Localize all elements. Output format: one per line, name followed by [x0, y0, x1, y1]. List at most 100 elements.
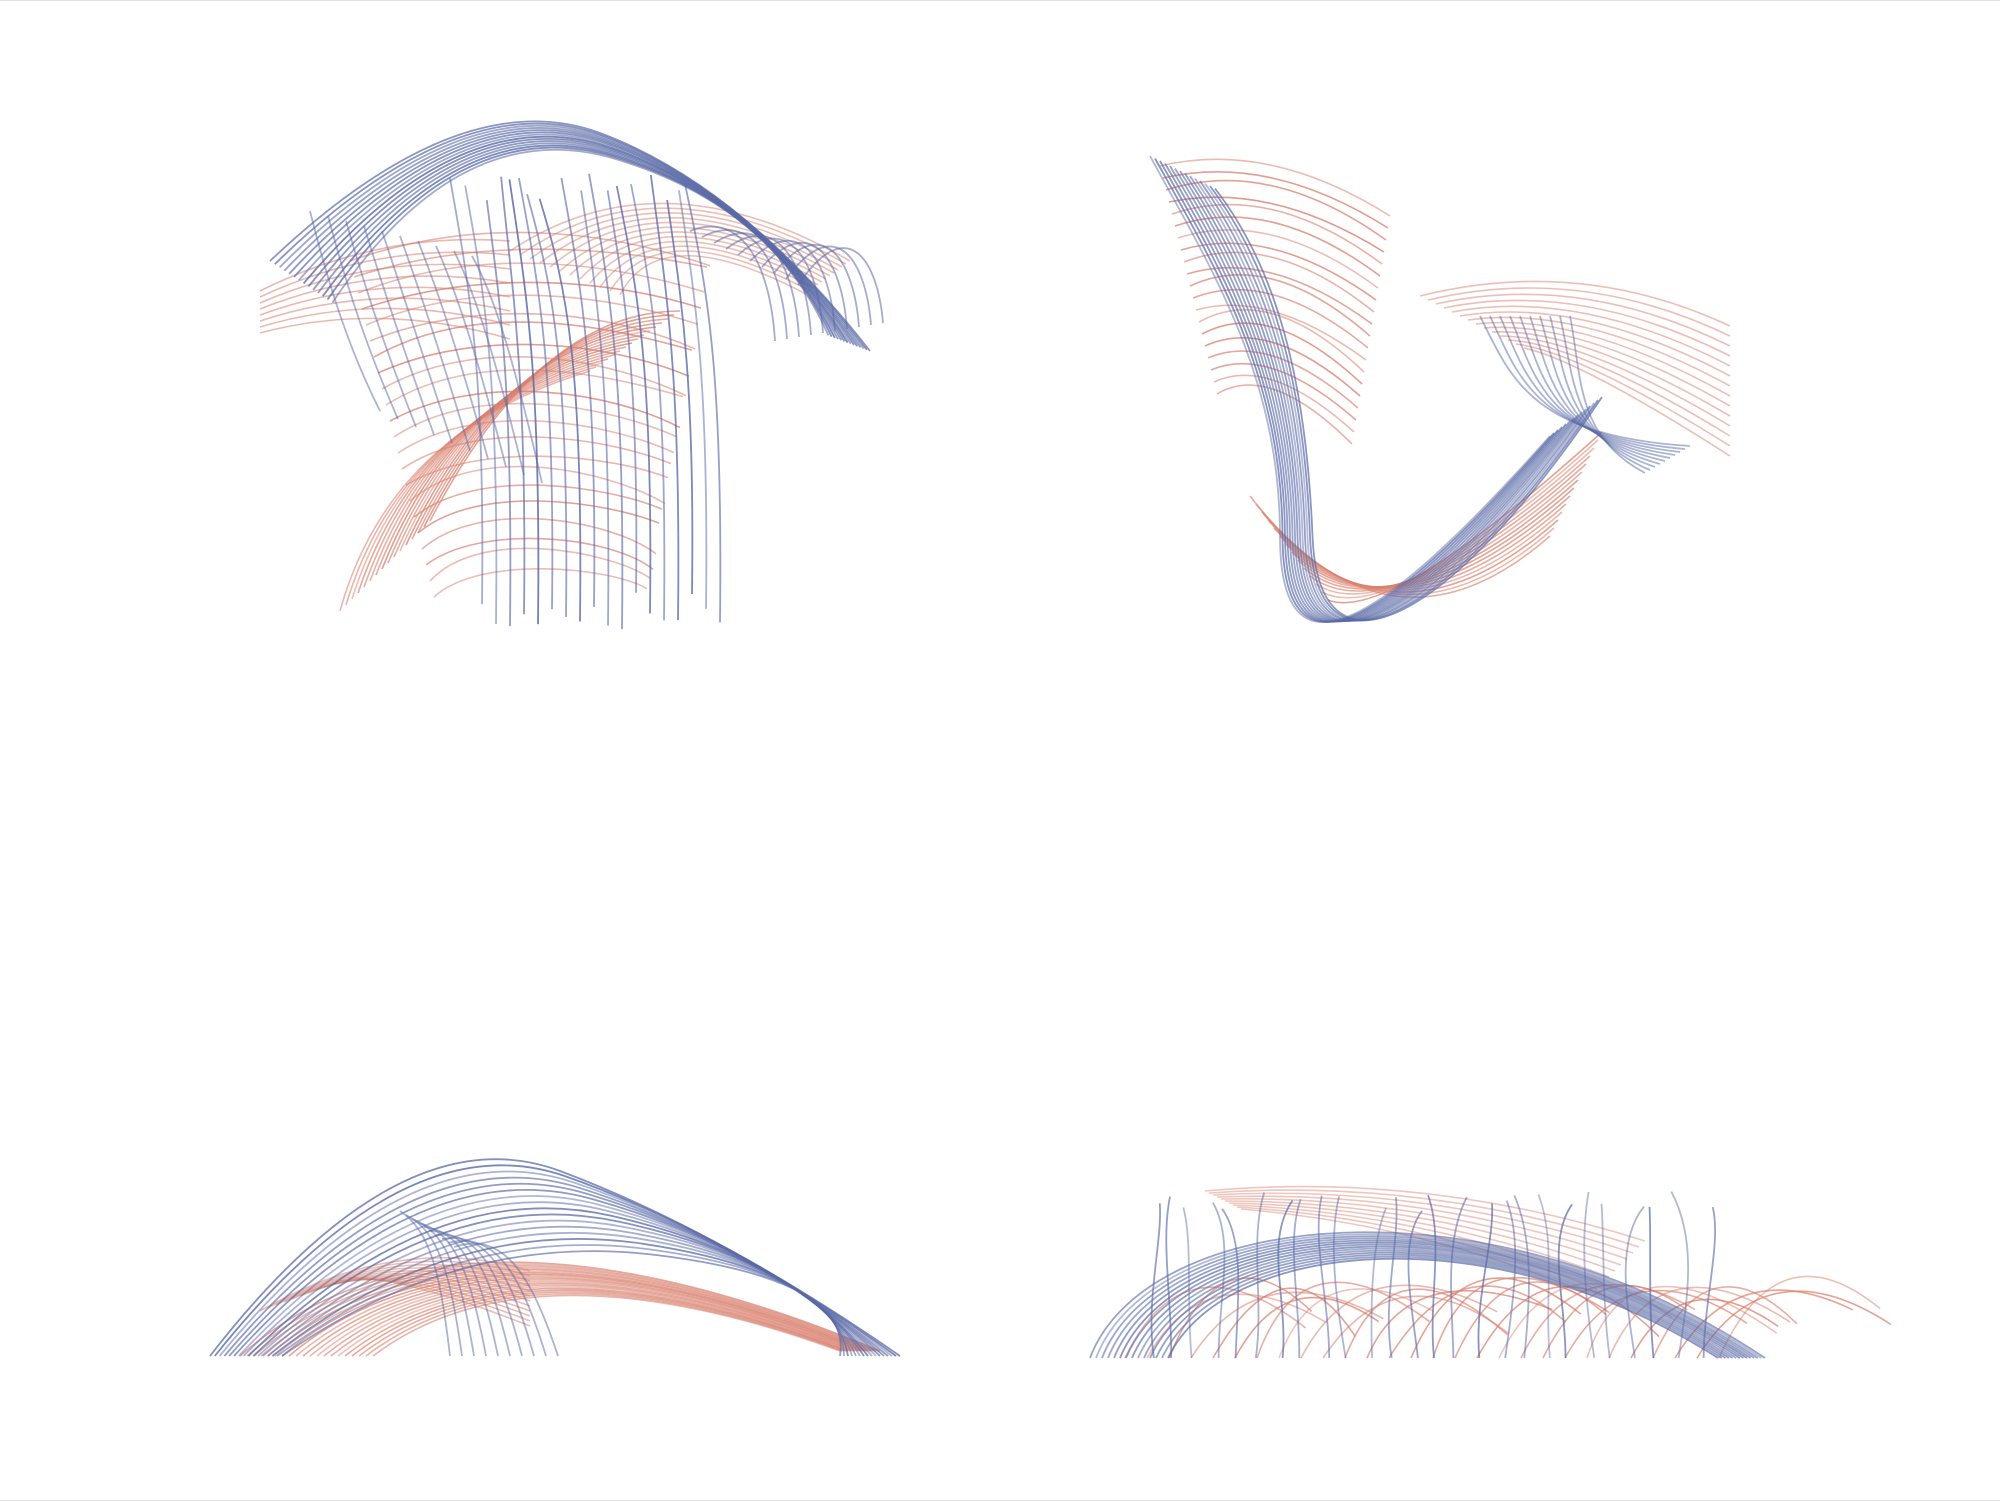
red-stress-line — [1159, 158, 1391, 217]
blue-stress-line — [1199, 180, 1591, 622]
red-stress-line — [295, 1275, 864, 1357]
blue-stress-line — [464, 185, 498, 624]
red-stress-line — [1300, 1284, 1498, 1359]
red-stress-line — [1483, 326, 1731, 407]
blue-stress-line — [630, 184, 666, 621]
blue-stress-line — [363, 225, 435, 436]
blue-stress-line — [1159, 160, 1559, 623]
blue-stress-line — [1583, 1191, 1596, 1359]
blue-stress-line — [1513, 1195, 1530, 1359]
red-stress-line — [1228, 1202, 1610, 1278]
red-stress-line — [413, 484, 663, 518]
red-stress-line — [1410, 1277, 1582, 1359]
red-stress-line — [339, 1278, 531, 1322]
red-stress-line — [1171, 203, 1383, 265]
red-stress-line — [351, 1289, 847, 1357]
elevation-view-shape-2 — [1085, 1181, 1892, 1366]
red-stress-line — [1523, 347, 1731, 457]
blue-stress-line — [1154, 158, 1555, 623]
blue-stress-line — [1221, 1208, 1240, 1359]
blue-stress-line — [666, 199, 694, 594]
red-stress-line — [1419, 280, 1731, 327]
blue-stress-line — [615, 185, 652, 614]
red-stress-line — [1220, 1197, 1622, 1266]
red-stress-line — [421, 517, 657, 555]
red-stress-line — [344, 1287, 849, 1357]
red-stress-line — [1204, 1185, 1646, 1242]
blue-stress-line — [1499, 315, 1681, 453]
blue-stress-line — [1089, 1231, 1766, 1359]
red-stress-line — [1190, 1291, 1384, 1359]
blue-stress-line — [1101, 1235, 1759, 1359]
blue-stress-line — [417, 240, 489, 460]
red-stress-line — [559, 226, 831, 277]
blue-stress-line — [1624, 1206, 1645, 1359]
red-stress-line — [1212, 1192, 1634, 1254]
red-stress-line — [1168, 1277, 1313, 1359]
blue-stress-line — [1509, 315, 1676, 456]
red-stress-line — [1174, 216, 1381, 277]
red-stress-line — [389, 390, 681, 429]
red-stress-line — [1207, 350, 1359, 409]
blue-stress-line — [1150, 1203, 1161, 1359]
blue-stress-line — [1549, 315, 1656, 468]
blue-stress-line — [1167, 1257, 1719, 1359]
blue-stress-line — [1317, 1195, 1331, 1359]
blue-stress-line — [1169, 165, 1567, 623]
blue-stress-line — [399, 235, 471, 452]
stress-lines-drawing — [209, 1158, 901, 1357]
blue-stress-line — [1670, 1191, 1690, 1359]
red-stress-line — [425, 537, 654, 570]
blue-stress-line — [327, 215, 399, 420]
blue-stress-lines — [269, 120, 884, 630]
blue-stress-line — [309, 210, 381, 412]
red-stress-line — [429, 310, 681, 522]
red-stress-line — [1327, 431, 1603, 604]
red-stress-line — [351, 362, 603, 600]
red-stress-line — [1195, 304, 1367, 361]
red-stress-line — [330, 1284, 853, 1357]
blue-stress-line — [678, 190, 708, 609]
red-stress-line — [1476, 1285, 1660, 1359]
blue-stress-line — [560, 177, 596, 607]
blue-stress-line — [281, 1250, 842, 1357]
red-stress-line — [1451, 305, 1731, 367]
blue-stress-line — [526, 193, 568, 617]
blue-stress-line — [1332, 1196, 1347, 1359]
blue-stress-line — [435, 245, 507, 468]
red-stress-line — [1183, 251, 1375, 313]
blue-stress-line — [441, 1237, 535, 1357]
blue-stress-line — [447, 1240, 547, 1357]
elevation-view-shape-1 — [200, 1151, 940, 1366]
red-stress-line — [259, 317, 511, 340]
blue-stress-line — [1277, 1199, 1294, 1359]
red-stress-line — [397, 419, 675, 454]
blue-stress-line — [1209, 185, 1599, 622]
blue-stress-line — [1189, 175, 1583, 622]
blue-stress-line — [689, 225, 776, 342]
red-stress-line — [401, 436, 672, 470]
red-stress-line — [288, 1273, 866, 1357]
blue-stress-line — [485, 199, 512, 627]
red-stress-line — [283, 1267, 531, 1303]
red-stress-line — [1216, 1195, 1628, 1260]
red-stress-line — [1586, 1285, 1778, 1359]
blue-stress-line — [1489, 315, 1686, 450]
stress-lines-drawing — [259, 120, 884, 630]
blue-stress-line — [1182, 1207, 1193, 1359]
blue-stress-line — [345, 220, 417, 428]
blue-stress-line — [518, 177, 554, 610]
red-stress-line — [259, 307, 511, 328]
red-stress-line — [1322, 1295, 1509, 1359]
red-stress-line — [1210, 363, 1357, 421]
stress-lines-drawing — [1149, 155, 1731, 624]
red-stress-line — [1212, 1287, 1356, 1359]
blue-stress-line — [508, 179, 540, 625]
blue-stress-line — [1519, 315, 1671, 459]
blue-stress-line — [1477, 1203, 1494, 1359]
blue-stress-line — [1407, 1210, 1423, 1359]
blue-stress-line — [1174, 168, 1571, 623]
plan-view-shape-1 — [230, 111, 910, 651]
blue-stress-line — [1648, 1206, 1655, 1359]
red-stress-lines — [239, 1256, 881, 1357]
